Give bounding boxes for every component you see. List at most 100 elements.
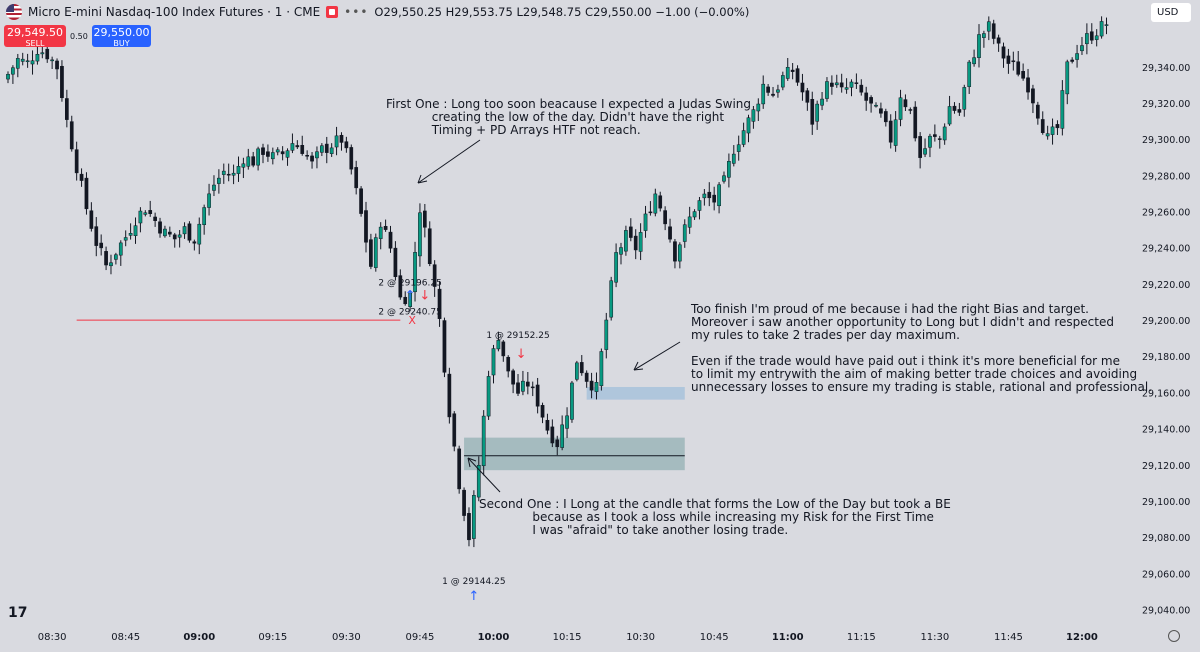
settings-icon[interactable]	[1168, 630, 1180, 642]
candle-body	[320, 145, 324, 153]
candle-body	[844, 87, 849, 90]
candle-body	[570, 382, 574, 420]
candle-body	[452, 413, 457, 447]
price-tick-label: 29,060.00	[1142, 569, 1190, 580]
candle-body	[653, 193, 658, 214]
candle-body	[648, 211, 653, 214]
tradingview-logo[interactable]: 17	[8, 605, 28, 621]
symbol-title[interactable]: Micro E-mini Nasdaq-100 Index Futures · …	[28, 5, 321, 19]
candle-body	[1070, 59, 1075, 62]
price-tick-label: 29,040.00	[1142, 605, 1190, 616]
candle-body	[736, 144, 741, 152]
sell-arrow-icon-2: ↓	[516, 347, 527, 362]
candle-body	[1035, 104, 1040, 119]
price-tick-label: 29,300.00	[1142, 135, 1190, 146]
time-tick-label: 09:00	[183, 632, 215, 643]
candle-body	[521, 380, 525, 392]
candle-body	[584, 372, 589, 382]
candle-body	[55, 60, 59, 70]
time-tick-label: 10:45	[700, 632, 729, 643]
candle-body	[883, 111, 888, 123]
currency-selector[interactable]: USD	[1151, 3, 1191, 22]
candle-body	[383, 226, 388, 230]
candle-body	[202, 207, 207, 226]
candle-body	[236, 166, 241, 174]
candle-body	[138, 210, 143, 224]
time-tick-label: 10:30	[626, 632, 655, 643]
annotation-second-trade[interactable]: Second One : I Long at the candle that f…	[479, 497, 951, 537]
candle-body	[874, 104, 878, 107]
candle-body	[893, 119, 898, 146]
buy-label: BUY	[113, 39, 130, 48]
candle-body	[300, 145, 305, 154]
candle-body	[221, 170, 226, 175]
buy-button[interactable]: 29,550.00 BUY	[92, 25, 151, 48]
candle-body	[84, 177, 89, 210]
annotation-first-trade[interactable]: First One : Long too soon beacause I exp…	[386, 97, 752, 137]
candle-body	[928, 135, 932, 148]
candle-body	[403, 296, 408, 305]
annotation-finish[interactable]: Too finish I'm proud of me because i had…	[691, 302, 1153, 394]
candle-body	[898, 97, 903, 120]
candle-body	[972, 57, 976, 65]
candle-body	[373, 237, 378, 268]
time-tick-label: 09:30	[332, 632, 361, 643]
zone-entry2	[586, 386, 685, 400]
price-tick-label: 29,120.00	[1142, 461, 1190, 472]
sell-button[interactable]: 29,549.50 SELL	[4, 25, 66, 48]
price-tick-label: 29,100.00	[1142, 497, 1190, 508]
candle-body	[565, 415, 569, 429]
candle-body	[722, 175, 726, 182]
candle-body	[378, 226, 383, 239]
candle-body	[153, 216, 157, 221]
candle-body	[182, 226, 187, 235]
candle-body	[172, 234, 177, 240]
candle-body	[815, 103, 820, 122]
candle-body	[869, 97, 873, 104]
us-flag-icon	[6, 4, 22, 20]
candle-body	[540, 405, 545, 418]
candle-body	[942, 126, 947, 141]
candle-body	[800, 82, 805, 93]
price-tick-label: 29,080.00	[1142, 533, 1190, 544]
candle-body	[344, 141, 349, 149]
price-tick-label: 29,240.00	[1142, 244, 1190, 255]
candle-body	[187, 223, 192, 241]
price-tick-label: 29,280.00	[1142, 171, 1190, 182]
candle-body	[731, 153, 736, 164]
candle-body	[1050, 126, 1055, 135]
market-status-icon[interactable]	[326, 6, 339, 18]
candle-body	[310, 155, 314, 162]
candle-body	[364, 210, 368, 243]
price-tick-label: 29,320.00	[1142, 99, 1190, 110]
price-axis	[1140, 0, 1200, 648]
low-line-marker: X	[408, 314, 416, 327]
price-tick-label: 29,260.00	[1142, 208, 1190, 219]
more-options-icon[interactable]: •••	[344, 5, 369, 19]
candle-body	[727, 161, 731, 178]
time-tick-label: 08:45	[111, 632, 140, 643]
candle-body	[834, 82, 839, 86]
execution-label-0: 2 @ 29196.25	[378, 279, 441, 289]
candle-body	[442, 320, 447, 373]
candle-body	[545, 419, 550, 431]
candle-body	[579, 362, 584, 374]
candle-body	[996, 37, 1001, 44]
candle-body	[486, 376, 491, 417]
candle-body	[501, 341, 506, 357]
buy-price: 29,550.00	[93, 26, 150, 39]
candle-body	[888, 120, 893, 143]
time-tick-label: 08:30	[38, 632, 67, 643]
candle-body	[663, 210, 667, 225]
price-tick-label: 29,200.00	[1142, 316, 1190, 327]
time-tick-label: 11:15	[847, 632, 876, 643]
candle-body	[903, 99, 908, 108]
candle-body	[1021, 71, 1025, 79]
candle-body	[805, 90, 810, 103]
candle-body	[977, 34, 981, 58]
candle-body	[525, 381, 530, 387]
candle-body	[746, 117, 751, 134]
candle-body	[692, 211, 697, 218]
